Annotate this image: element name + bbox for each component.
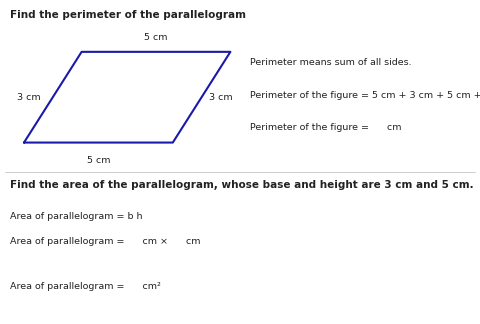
- Text: 5 cm: 5 cm: [144, 33, 168, 42]
- Text: Perimeter means sum of all sides.: Perimeter means sum of all sides.: [250, 58, 411, 67]
- Text: 3 cm: 3 cm: [17, 93, 41, 102]
- Text: Area of parallelogram = b h: Area of parallelogram = b h: [10, 212, 142, 221]
- Text: Find the area of the parallelogram, whose base and height are 3 cm and 5 cm.: Find the area of the parallelogram, whos…: [10, 180, 473, 190]
- Text: Perimeter of the figure =      cm: Perimeter of the figure = cm: [250, 123, 401, 132]
- Text: Area of parallelogram =      cm²: Area of parallelogram = cm²: [10, 282, 160, 291]
- Text: 5 cm: 5 cm: [87, 156, 110, 165]
- Text: 3 cm: 3 cm: [209, 93, 232, 102]
- Text: Find the perimeter of the parallelogram: Find the perimeter of the parallelogram: [10, 10, 246, 20]
- Text: Area of parallelogram =      cm ×      cm: Area of parallelogram = cm × cm: [10, 237, 200, 246]
- Text: Perimeter of the figure = 5 cm + 3 cm + 5 cm + 3 cm: Perimeter of the figure = 5 cm + 3 cm + …: [250, 91, 480, 100]
